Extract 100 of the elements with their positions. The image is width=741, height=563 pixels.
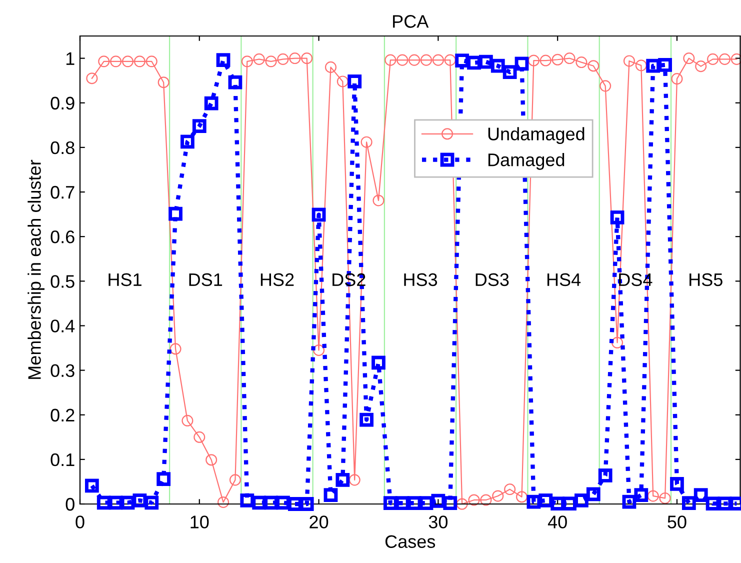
point xyxy=(252,496,266,510)
point xyxy=(670,477,684,491)
point xyxy=(324,488,338,502)
point xyxy=(550,496,565,510)
point xyxy=(301,52,313,64)
point xyxy=(182,414,194,426)
point xyxy=(622,494,636,509)
point xyxy=(265,56,277,68)
point xyxy=(372,194,384,206)
point xyxy=(718,53,730,65)
legend-label: Damaged xyxy=(488,152,564,170)
point xyxy=(634,488,648,502)
annotation: HS4 xyxy=(547,273,581,286)
annotation: DS1 xyxy=(189,273,222,286)
point xyxy=(443,496,458,510)
point xyxy=(396,54,408,66)
point xyxy=(635,60,647,72)
point xyxy=(516,491,528,503)
point xyxy=(646,58,660,73)
point xyxy=(514,56,529,71)
annotation: DS3 xyxy=(476,273,509,286)
point xyxy=(576,56,588,68)
point xyxy=(718,496,732,510)
y-tick-label: 0.9 xyxy=(50,96,74,110)
annotation: HS1 xyxy=(108,273,142,286)
y-tick-label: 0.3 xyxy=(50,364,74,378)
point xyxy=(562,496,576,510)
point xyxy=(538,493,553,508)
point xyxy=(540,54,552,66)
annotation: HS2 xyxy=(260,273,294,286)
x-axis-title: Cases xyxy=(385,535,436,548)
legend-label: Undamaged xyxy=(488,127,584,144)
point xyxy=(658,58,672,72)
point xyxy=(228,75,242,90)
point xyxy=(504,484,516,496)
y-tick-label: 0.2 xyxy=(50,408,74,422)
point xyxy=(467,56,481,70)
point xyxy=(598,468,612,482)
point xyxy=(180,134,194,149)
point xyxy=(288,497,302,511)
point xyxy=(647,490,659,502)
point xyxy=(360,136,372,148)
x-tick-label: 0 xyxy=(76,516,84,528)
point xyxy=(492,490,504,502)
point xyxy=(264,496,278,510)
point xyxy=(384,54,396,66)
point xyxy=(455,54,470,68)
point xyxy=(659,492,671,504)
point xyxy=(600,80,612,92)
point xyxy=(588,60,600,72)
point xyxy=(132,493,147,508)
y-axis-title: Membership in each cluster xyxy=(28,160,44,379)
point xyxy=(313,344,325,356)
point xyxy=(206,454,218,466)
point xyxy=(156,472,171,486)
y-tick-label: 0.4 xyxy=(50,320,75,332)
point xyxy=(431,494,446,508)
point xyxy=(194,431,206,443)
point xyxy=(241,56,253,68)
point xyxy=(122,56,134,68)
point xyxy=(695,60,707,72)
y-tick-label: 1 xyxy=(66,52,74,65)
point xyxy=(289,52,301,64)
point xyxy=(586,487,600,502)
point xyxy=(456,498,468,510)
point xyxy=(564,52,576,64)
point xyxy=(408,54,420,66)
point xyxy=(276,496,290,510)
point xyxy=(168,206,182,221)
point xyxy=(372,356,386,370)
point xyxy=(348,474,360,486)
point xyxy=(612,336,624,348)
point xyxy=(158,76,170,88)
x-tick-label: 20 xyxy=(310,516,328,528)
point xyxy=(84,478,99,493)
point xyxy=(490,58,505,73)
point xyxy=(360,412,374,427)
point xyxy=(479,54,493,69)
point xyxy=(204,96,218,110)
point xyxy=(336,76,348,88)
point xyxy=(336,472,350,487)
y-tick-label: 0.7 xyxy=(50,186,74,199)
point xyxy=(623,55,635,67)
y-tick-label: 0.8 xyxy=(50,141,74,154)
point xyxy=(683,52,695,64)
point xyxy=(253,53,265,65)
point xyxy=(218,496,230,508)
point xyxy=(108,496,123,510)
point xyxy=(419,496,434,510)
point xyxy=(134,56,146,68)
point xyxy=(277,53,289,65)
point xyxy=(694,488,708,502)
point xyxy=(610,210,624,224)
y-tick-label: 0.6 xyxy=(50,230,74,244)
y-tick-label: 0.5 xyxy=(50,275,74,288)
point xyxy=(468,494,480,506)
point xyxy=(120,496,135,510)
point xyxy=(98,56,110,68)
point xyxy=(706,496,720,510)
point xyxy=(146,56,158,68)
